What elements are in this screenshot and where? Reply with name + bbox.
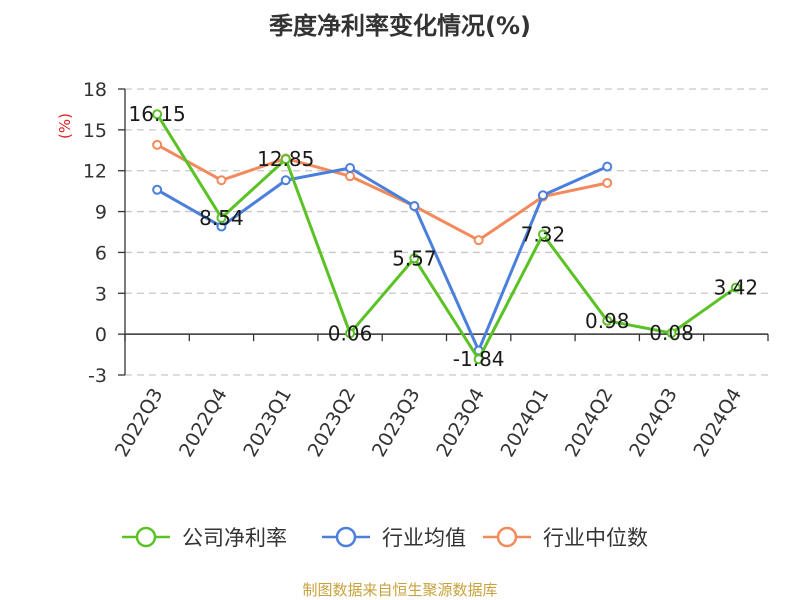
legend-label: 行业中位数 <box>543 526 648 550</box>
legend-item[interactable]: 行业均值 <box>322 526 466 550</box>
data-label: 7.32 <box>521 222 566 246</box>
legend[interactable]: 公司净利率 行业均值 行业中位数 <box>122 526 648 550</box>
data-label: 12.85 <box>257 147 314 171</box>
data-point[interactable] <box>666 328 677 339</box>
legend-label: 行业均值 <box>382 526 466 550</box>
data-point[interactable] <box>409 201 420 212</box>
y-tick-label: 12 <box>83 161 107 183</box>
data-point[interactable] <box>345 162 356 173</box>
data-label: 0.06 <box>328 321 373 345</box>
legend-marker <box>496 526 518 548</box>
axes <box>118 88 769 376</box>
legend-marker <box>335 526 357 548</box>
x-tick-label: 2023Q1 <box>239 385 296 461</box>
data-label: 16.15 <box>129 102 186 126</box>
data-point[interactable] <box>537 190 548 201</box>
source-note: 制图数据来自恒生聚源数据库 <box>302 581 497 599</box>
series-1 <box>152 161 613 356</box>
series-line <box>155 113 737 361</box>
data-label: 8.54 <box>199 206 244 230</box>
data-point[interactable] <box>473 354 484 365</box>
data-point[interactable] <box>345 328 356 339</box>
y-tick-label: 9 <box>95 202 107 224</box>
y-tick-label: 18 <box>83 79 107 101</box>
x-ticks: 2022Q3 2022Q4 2023Q1 2023Q2 2023Q3 2023Q4 2024… <box>111 385 746 461</box>
data-point[interactable] <box>345 171 356 182</box>
data-label: 5.57 <box>392 246 437 270</box>
data-point[interactable] <box>216 212 227 223</box>
data-point[interactable] <box>473 235 484 246</box>
series-group <box>152 109 741 365</box>
data-label: 3.42 <box>714 276 759 300</box>
y-tick-label: 6 <box>95 242 107 264</box>
legend-marker <box>135 526 157 548</box>
x-tick-label: 2024Q4 <box>689 385 746 461</box>
legend-item[interactable]: 行业中位数 <box>483 526 648 550</box>
series-0 <box>152 109 741 365</box>
data-point[interactable] <box>152 109 163 120</box>
x-tick-label: 2023Q4 <box>432 385 489 461</box>
y-tick-label: 15 <box>83 120 107 142</box>
data-point[interactable] <box>602 177 613 188</box>
series-line <box>156 165 608 352</box>
data-point[interactable] <box>152 184 163 195</box>
y-ticks: 18 15 12 9 6 3 0 -3 <box>83 79 107 387</box>
data-labels: 16.15 8.54 12.85 0.06 5.57 -1.84 7.32 0.98 0.08 3… <box>129 102 759 371</box>
y-tick-label: -3 <box>88 365 107 387</box>
data-point[interactable] <box>216 175 227 186</box>
legend-item[interactable]: 公司净利率 <box>122 526 287 550</box>
data-point[interactable] <box>280 154 291 165</box>
legend-label: 公司净利率 <box>182 526 287 550</box>
y-tick-label: 3 <box>95 283 107 305</box>
x-tick-label: 2024Q1 <box>497 385 554 461</box>
data-point[interactable] <box>537 229 548 240</box>
x-tick-label: 2022Q3 <box>111 385 168 461</box>
data-point[interactable] <box>409 253 420 264</box>
x-tick-label: 2024Q2 <box>561 385 618 461</box>
data-label: 0.08 <box>649 321 694 345</box>
data-point[interactable] <box>152 139 163 150</box>
x-tick-label: 2023Q2 <box>304 385 361 461</box>
chart-title: 季度净利率变化情况(%) <box>269 12 531 40</box>
series-line <box>156 143 608 242</box>
data-point[interactable] <box>280 175 291 186</box>
data-label: 0.98 <box>585 309 630 333</box>
x-tick-label: 2023Q3 <box>368 385 425 461</box>
data-point[interactable] <box>730 282 741 293</box>
x-tick-label: 2024Q3 <box>625 385 682 461</box>
y-axis-label: (%) <box>56 113 74 139</box>
x-tick-label: 2022Q4 <box>175 385 232 461</box>
y-tick-label: 0 <box>95 324 107 346</box>
data-point[interactable] <box>602 315 613 326</box>
data-label: -1.84 <box>453 347 505 371</box>
data-point[interactable] <box>602 161 613 172</box>
